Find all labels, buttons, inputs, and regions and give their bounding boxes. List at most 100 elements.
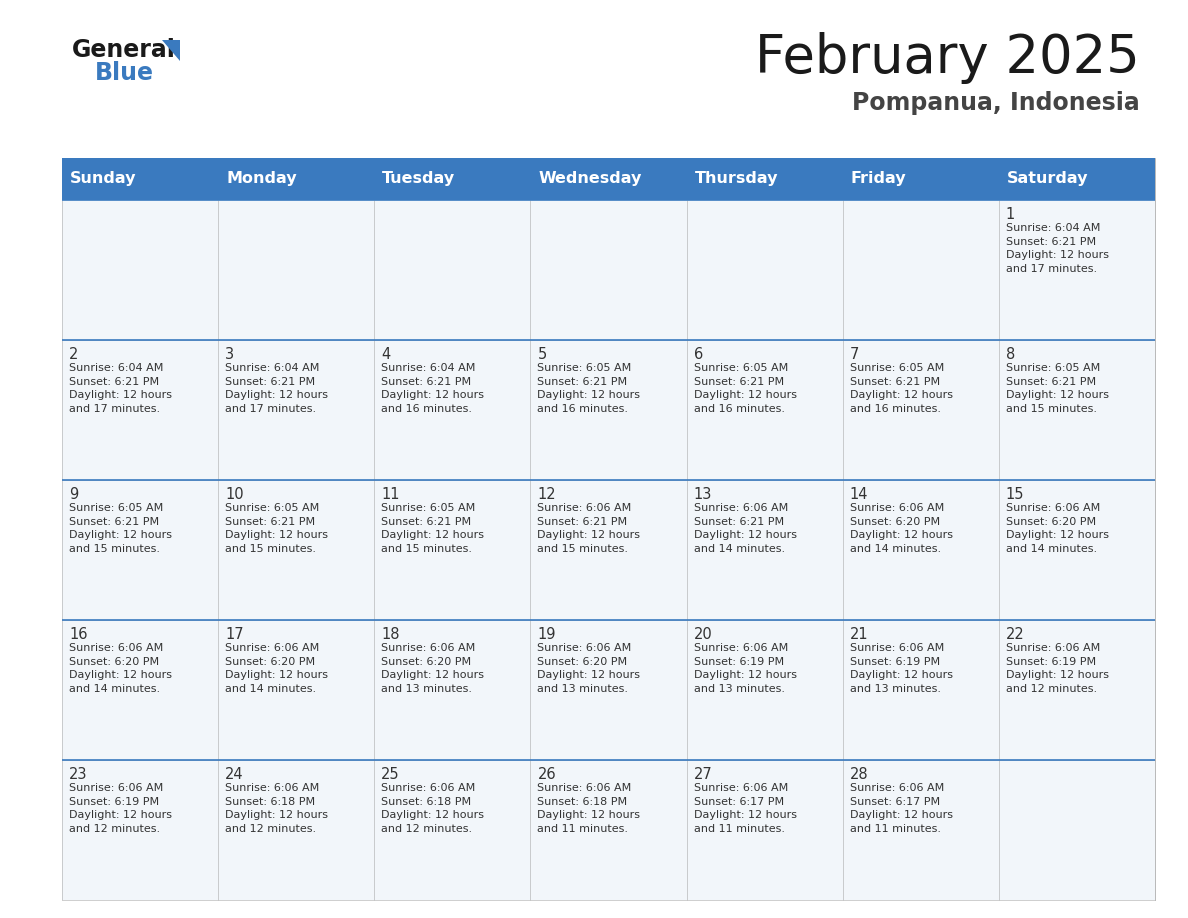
- Bar: [219, 480, 374, 620]
- Text: Sunrise: 6:06 AM
Sunset: 6:19 PM
Daylight: 12 hours
and 13 minutes.: Sunrise: 6:06 AM Sunset: 6:19 PM Dayligh…: [694, 643, 797, 694]
- Bar: [62, 200, 219, 340]
- Text: February 2025: February 2025: [756, 32, 1140, 84]
- Bar: [999, 200, 1155, 340]
- Text: Sunrise: 6:06 AM
Sunset: 6:20 PM
Daylight: 12 hours
and 14 minutes.: Sunrise: 6:06 AM Sunset: 6:20 PM Dayligh…: [1006, 503, 1108, 554]
- Bar: [530, 620, 687, 760]
- Bar: [374, 340, 530, 480]
- Text: Pompanua, Indonesia: Pompanua, Indonesia: [852, 91, 1140, 115]
- Text: 24: 24: [226, 767, 244, 782]
- Text: 21: 21: [849, 627, 868, 642]
- Bar: [687, 760, 842, 900]
- Text: Sunrise: 6:04 AM
Sunset: 6:21 PM
Daylight: 12 hours
and 16 minutes.: Sunrise: 6:04 AM Sunset: 6:21 PM Dayligh…: [381, 363, 485, 414]
- Bar: [374, 760, 530, 900]
- Text: Sunrise: 6:06 AM
Sunset: 6:17 PM
Daylight: 12 hours
and 11 minutes.: Sunrise: 6:06 AM Sunset: 6:17 PM Dayligh…: [849, 783, 953, 834]
- Text: Sunrise: 6:06 AM
Sunset: 6:21 PM
Daylight: 12 hours
and 15 minutes.: Sunrise: 6:06 AM Sunset: 6:21 PM Dayligh…: [537, 503, 640, 554]
- Bar: [687, 340, 842, 480]
- Text: 11: 11: [381, 487, 400, 502]
- Bar: [219, 200, 374, 340]
- Text: Sunrise: 6:06 AM
Sunset: 6:20 PM
Daylight: 12 hours
and 14 minutes.: Sunrise: 6:06 AM Sunset: 6:20 PM Dayligh…: [226, 643, 328, 694]
- Text: Sunrise: 6:06 AM
Sunset: 6:18 PM
Daylight: 12 hours
and 11 minutes.: Sunrise: 6:06 AM Sunset: 6:18 PM Dayligh…: [537, 783, 640, 834]
- Bar: [687, 158, 842, 200]
- Bar: [374, 480, 530, 620]
- Text: 3: 3: [226, 347, 234, 362]
- Text: Sunrise: 6:05 AM
Sunset: 6:21 PM
Daylight: 12 hours
and 15 minutes.: Sunrise: 6:05 AM Sunset: 6:21 PM Dayligh…: [381, 503, 485, 554]
- Text: Sunrise: 6:05 AM
Sunset: 6:21 PM
Daylight: 12 hours
and 15 minutes.: Sunrise: 6:05 AM Sunset: 6:21 PM Dayligh…: [1006, 363, 1108, 414]
- Text: Sunrise: 6:05 AM
Sunset: 6:21 PM
Daylight: 12 hours
and 16 minutes.: Sunrise: 6:05 AM Sunset: 6:21 PM Dayligh…: [849, 363, 953, 414]
- Bar: [530, 480, 687, 620]
- Bar: [219, 158, 374, 200]
- Text: Sunrise: 6:06 AM
Sunset: 6:17 PM
Daylight: 12 hours
and 11 minutes.: Sunrise: 6:06 AM Sunset: 6:17 PM Dayligh…: [694, 783, 797, 834]
- Bar: [530, 340, 687, 480]
- Bar: [842, 158, 999, 200]
- Text: Sunrise: 6:06 AM
Sunset: 6:18 PM
Daylight: 12 hours
and 12 minutes.: Sunrise: 6:06 AM Sunset: 6:18 PM Dayligh…: [381, 783, 485, 834]
- Text: Sunrise: 6:05 AM
Sunset: 6:21 PM
Daylight: 12 hours
and 16 minutes.: Sunrise: 6:05 AM Sunset: 6:21 PM Dayligh…: [537, 363, 640, 414]
- Bar: [62, 340, 219, 480]
- Bar: [999, 480, 1155, 620]
- Text: Wednesday: Wednesday: [538, 172, 642, 186]
- Text: 5: 5: [537, 347, 546, 362]
- Text: 1: 1: [1006, 207, 1015, 222]
- Text: Sunrise: 6:05 AM
Sunset: 6:21 PM
Daylight: 12 hours
and 16 minutes.: Sunrise: 6:05 AM Sunset: 6:21 PM Dayligh…: [694, 363, 797, 414]
- Text: Sunrise: 6:04 AM
Sunset: 6:21 PM
Daylight: 12 hours
and 17 minutes.: Sunrise: 6:04 AM Sunset: 6:21 PM Dayligh…: [1006, 223, 1108, 274]
- Bar: [62, 760, 219, 900]
- Bar: [687, 480, 842, 620]
- Text: 2: 2: [69, 347, 78, 362]
- Text: 12: 12: [537, 487, 556, 502]
- Bar: [219, 620, 374, 760]
- Bar: [842, 200, 999, 340]
- Text: 19: 19: [537, 627, 556, 642]
- Bar: [842, 760, 999, 900]
- Bar: [374, 200, 530, 340]
- Text: Sunrise: 6:06 AM
Sunset: 6:18 PM
Daylight: 12 hours
and 12 minutes.: Sunrise: 6:06 AM Sunset: 6:18 PM Dayligh…: [226, 783, 328, 834]
- Text: 15: 15: [1006, 487, 1024, 502]
- Text: Sunrise: 6:05 AM
Sunset: 6:21 PM
Daylight: 12 hours
and 15 minutes.: Sunrise: 6:05 AM Sunset: 6:21 PM Dayligh…: [226, 503, 328, 554]
- Text: 16: 16: [69, 627, 88, 642]
- Text: Blue: Blue: [95, 61, 154, 85]
- Bar: [219, 340, 374, 480]
- Text: Sunrise: 6:06 AM
Sunset: 6:19 PM
Daylight: 12 hours
and 12 minutes.: Sunrise: 6:06 AM Sunset: 6:19 PM Dayligh…: [69, 783, 172, 834]
- Text: Saturday: Saturday: [1007, 172, 1088, 186]
- Text: 23: 23: [69, 767, 88, 782]
- Text: Sunrise: 6:04 AM
Sunset: 6:21 PM
Daylight: 12 hours
and 17 minutes.: Sunrise: 6:04 AM Sunset: 6:21 PM Dayligh…: [226, 363, 328, 414]
- Text: 10: 10: [226, 487, 244, 502]
- Text: 9: 9: [69, 487, 78, 502]
- Text: 20: 20: [694, 627, 713, 642]
- Bar: [62, 480, 219, 620]
- Text: 27: 27: [694, 767, 713, 782]
- Bar: [62, 158, 219, 200]
- Text: 28: 28: [849, 767, 868, 782]
- Bar: [219, 760, 374, 900]
- Text: Thursday: Thursday: [695, 172, 778, 186]
- Text: Sunrise: 6:06 AM
Sunset: 6:20 PM
Daylight: 12 hours
and 14 minutes.: Sunrise: 6:06 AM Sunset: 6:20 PM Dayligh…: [69, 643, 172, 694]
- Text: Sunrise: 6:06 AM
Sunset: 6:19 PM
Daylight: 12 hours
and 13 minutes.: Sunrise: 6:06 AM Sunset: 6:19 PM Dayligh…: [849, 643, 953, 694]
- Text: Sunrise: 6:06 AM
Sunset: 6:21 PM
Daylight: 12 hours
and 14 minutes.: Sunrise: 6:06 AM Sunset: 6:21 PM Dayligh…: [694, 503, 797, 554]
- Text: General: General: [72, 38, 176, 62]
- Bar: [530, 760, 687, 900]
- Text: 22: 22: [1006, 627, 1024, 642]
- Text: Sunrise: 6:06 AM
Sunset: 6:20 PM
Daylight: 12 hours
and 13 minutes.: Sunrise: 6:06 AM Sunset: 6:20 PM Dayligh…: [381, 643, 485, 694]
- Text: 17: 17: [226, 627, 244, 642]
- Bar: [999, 340, 1155, 480]
- Text: 14: 14: [849, 487, 868, 502]
- Bar: [999, 620, 1155, 760]
- Bar: [374, 158, 530, 200]
- Bar: [530, 200, 687, 340]
- Bar: [374, 620, 530, 760]
- Text: Sunrise: 6:05 AM
Sunset: 6:21 PM
Daylight: 12 hours
and 15 minutes.: Sunrise: 6:05 AM Sunset: 6:21 PM Dayligh…: [69, 503, 172, 554]
- Text: 25: 25: [381, 767, 400, 782]
- Bar: [62, 620, 219, 760]
- Text: 4: 4: [381, 347, 391, 362]
- Text: 13: 13: [694, 487, 712, 502]
- Text: Sunrise: 6:06 AM
Sunset: 6:19 PM
Daylight: 12 hours
and 12 minutes.: Sunrise: 6:06 AM Sunset: 6:19 PM Dayligh…: [1006, 643, 1108, 694]
- Text: Sunday: Sunday: [70, 172, 137, 186]
- Text: Sunrise: 6:06 AM
Sunset: 6:20 PM
Daylight: 12 hours
and 13 minutes.: Sunrise: 6:06 AM Sunset: 6:20 PM Dayligh…: [537, 643, 640, 694]
- Text: Monday: Monday: [226, 172, 297, 186]
- Text: 7: 7: [849, 347, 859, 362]
- Bar: [687, 200, 842, 340]
- Bar: [687, 620, 842, 760]
- Text: Sunrise: 6:04 AM
Sunset: 6:21 PM
Daylight: 12 hours
and 17 minutes.: Sunrise: 6:04 AM Sunset: 6:21 PM Dayligh…: [69, 363, 172, 414]
- Bar: [999, 158, 1155, 200]
- Text: 8: 8: [1006, 347, 1015, 362]
- Text: 26: 26: [537, 767, 556, 782]
- Text: Sunrise: 6:06 AM
Sunset: 6:20 PM
Daylight: 12 hours
and 14 minutes.: Sunrise: 6:06 AM Sunset: 6:20 PM Dayligh…: [849, 503, 953, 554]
